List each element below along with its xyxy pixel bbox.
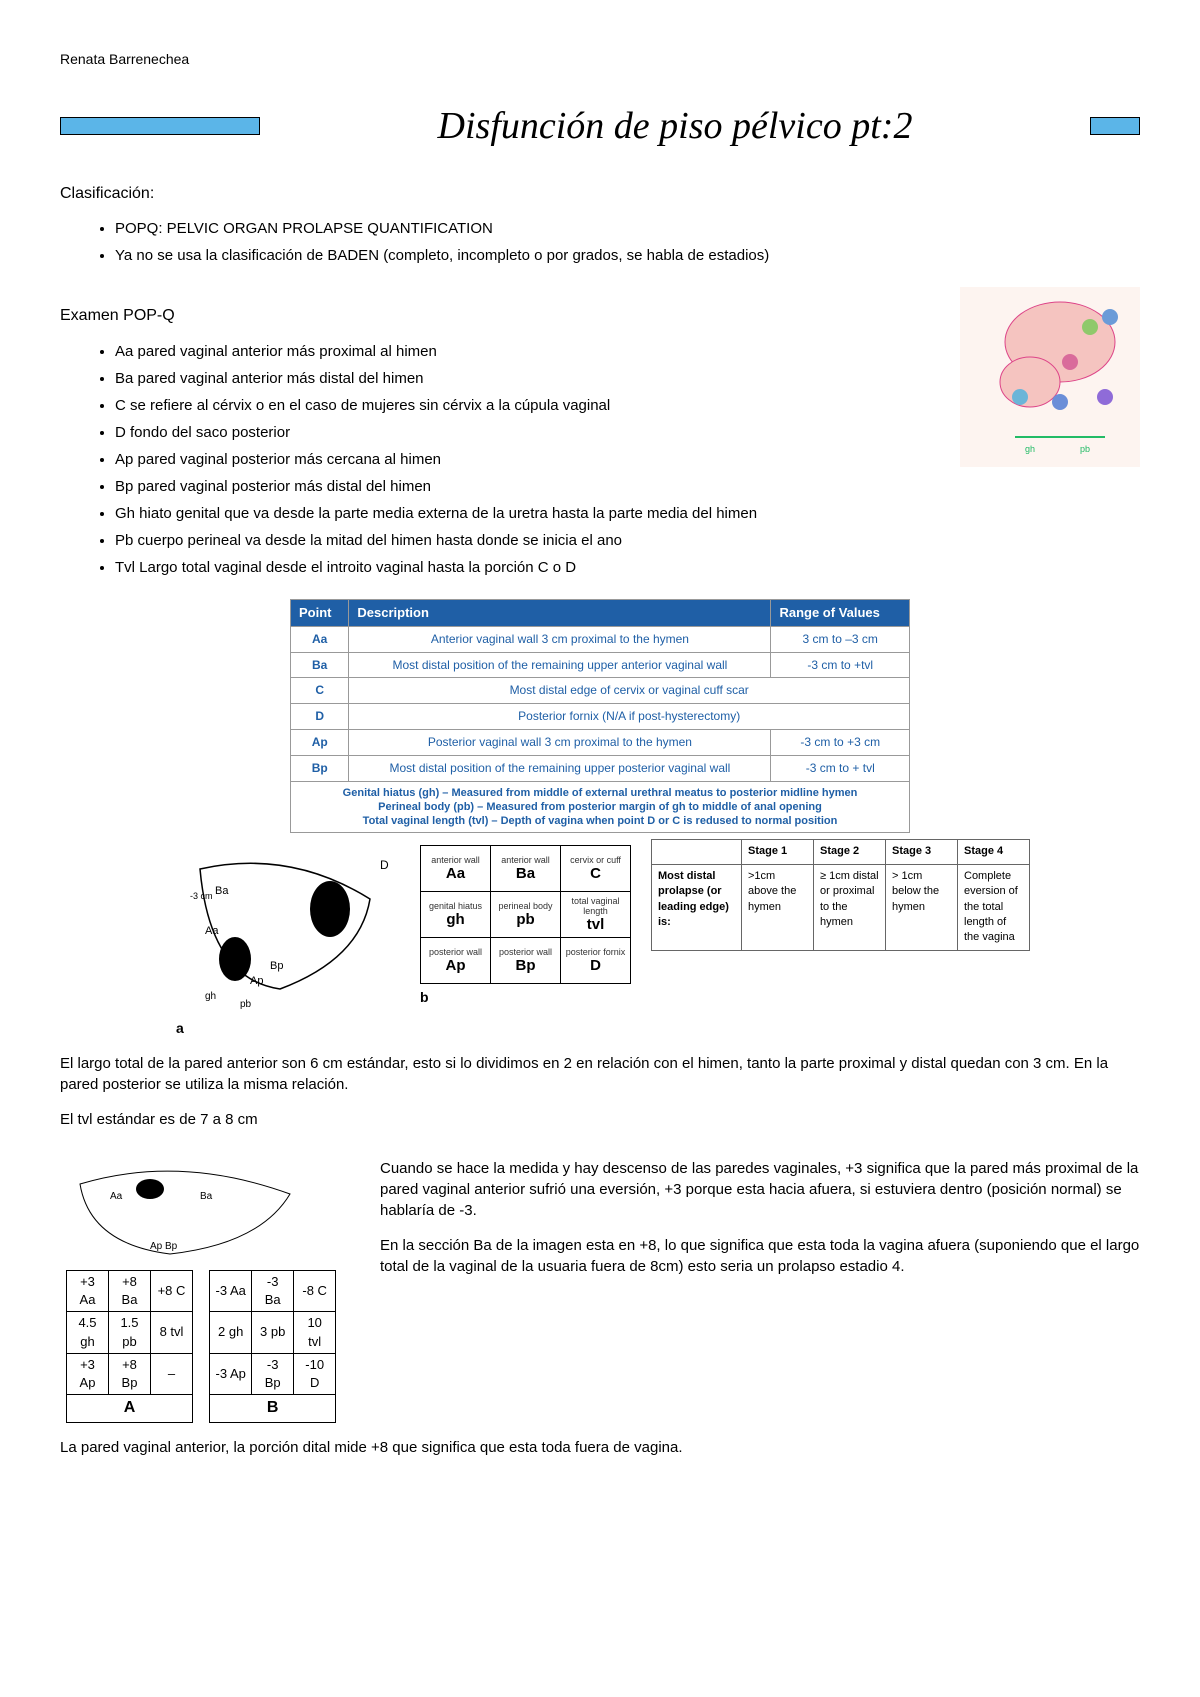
list-item: Tvl Largo total vaginal desde el introit… [115, 554, 940, 581]
title-bar-right [1090, 117, 1140, 135]
paragraph: Cuando se hace la medida y hay descenso … [380, 1158, 1140, 1221]
cell: Most distal position of the remaining up… [349, 652, 771, 678]
meas-table-A: +3 Aa+8 Ba+8 C 4.5 gh1.5 pb8 tvl +3 Ap+8… [66, 1270, 193, 1423]
stage-table: Stage 1 Stage 2 Stage 3 Stage 4 Most dis… [651, 839, 1030, 950]
list-item: D fondo del saco posterior [115, 419, 940, 446]
table-footer: Genital hiatus (gh) – Measured from midd… [291, 781, 910, 833]
list-item: Ap pared vaginal posterior más cercana a… [115, 446, 940, 473]
svg-text:pb: pb [1080, 444, 1090, 454]
cell: C [291, 678, 349, 704]
list-item: Pb cuerpo perineal va desde la mitad del… [115, 527, 940, 554]
svg-text:Ap Bp: Ap Bp [150, 1241, 178, 1252]
page-title: Disfunción de piso pélvico pt:2 [260, 100, 1090, 153]
cell: Posterior fornix (N/A if post-hysterecto… [349, 704, 910, 730]
svg-text:Ba: Ba [200, 1191, 213, 1202]
title-bar-left [60, 117, 260, 135]
cell: Aa [291, 626, 349, 652]
svg-text:Bp: Bp [270, 960, 283, 972]
cell: D [291, 704, 349, 730]
cell: -3 cm to + tvl [771, 755, 910, 781]
cell: 3 cm to –3 cm [771, 626, 910, 652]
cell: Bp [291, 755, 349, 781]
list-examen: Aa pared vaginal anterior más proximal a… [115, 338, 940, 581]
cell: -3 cm to +3 cm [771, 729, 910, 755]
cell: Anterior vaginal wall 3 cm proximal to t… [349, 626, 771, 652]
anatomy-diagram: gh pb [960, 287, 1140, 467]
svg-text:Aa: Aa [205, 925, 219, 937]
measurement-example: Aa Ba Ap Bp +3 Aa+8 Ba+8 C 4.5 gh1.5 pb8… [60, 1144, 360, 1423]
paragraph: La pared vaginal anterior, la porción di… [60, 1437, 1140, 1458]
list-item: Ya no se usa la clasificación de BADEN (… [115, 242, 1140, 269]
svg-text:Ap: Ap [250, 975, 263, 987]
list-item: Aa pared vaginal anterior más proximal a… [115, 338, 940, 365]
paragraph: El largo total de la pared anterior son … [60, 1053, 1140, 1095]
paragraph: El tvl estándar es de 7 a 8 cm [60, 1109, 1140, 1130]
svg-text:pb: pb [240, 999, 252, 1009]
popq-description-table: Point Description Range of Values AaAnte… [290, 599, 910, 834]
list-clasificacion: POPQ: PELVIC ORGAN PROLAPSE QUANTIFICATI… [115, 215, 1140, 269]
table-header: Description [349, 599, 771, 626]
list-item: C se refiere al cérvix o en el caso de m… [115, 392, 940, 419]
paragraph: En la sección Ba de la imagen esta en +8… [380, 1235, 1140, 1277]
sagittal-sketch: Aa Ba Ap Bp [60, 1144, 310, 1264]
cell: Ba [291, 652, 349, 678]
author-name: Renata Barrenechea [60, 50, 1140, 70]
list-item: POPQ: PELVIC ORGAN PROLAPSE QUANTIFICATI… [115, 215, 1140, 242]
cell: Ap [291, 729, 349, 755]
cell: Most distal position of the remaining up… [349, 755, 771, 781]
grid-3x3: anterior wallAa anterior wallBa cervix o… [420, 839, 631, 1008]
table-header: Range of Values [771, 599, 910, 626]
figure-label-b: b [420, 988, 631, 1008]
svg-text:Aa: Aa [110, 1191, 123, 1202]
sagittal-diagram-a: D Ba -3 cm Aa Bp Ap gh pb a [170, 839, 400, 1039]
svg-text:gh: gh [1025, 444, 1035, 454]
svg-text:Ba: Ba [215, 885, 229, 897]
cell: -3 cm to +tvl [771, 652, 910, 678]
heading-examen: Examen POP-Q [60, 305, 940, 327]
list-item: Bp pared vaginal posterior más distal de… [115, 473, 940, 500]
list-item: Ba pared vaginal anterior más distal del… [115, 365, 940, 392]
list-item: Gh hiato genital que va desde la parte m… [115, 500, 940, 527]
figure-label-a: a [176, 1019, 400, 1039]
cell: Most distal edge of cervix or vaginal cu… [349, 678, 910, 704]
svg-text:-3 cm: -3 cm [190, 891, 213, 901]
meas-table-B: -3 Aa-3 Ba-8 C 2 gh3 pb10 tvl -3 Ap-3 Bp… [209, 1270, 336, 1423]
svg-text:D: D [380, 858, 389, 872]
cell: Posterior vaginal wall 3 cm proximal to … [349, 729, 771, 755]
table-header: Point [291, 599, 349, 626]
svg-text:gh: gh [205, 991, 216, 1002]
heading-clasificacion: Clasificación: [60, 183, 1140, 205]
title-bar: Disfunción de piso pélvico pt:2 [60, 100, 1140, 153]
